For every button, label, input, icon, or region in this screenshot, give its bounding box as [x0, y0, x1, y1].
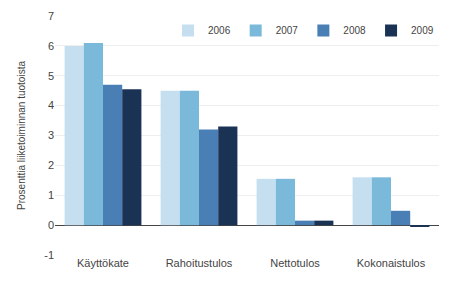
svg-text:2006: 2006 — [208, 25, 231, 36]
svg-text:5: 5 — [48, 70, 54, 82]
svg-text:2007: 2007 — [276, 25, 299, 36]
svg-text:-1: -1 — [44, 249, 54, 261]
svg-text:2009: 2009 — [411, 25, 434, 36]
svg-text:7: 7 — [48, 10, 54, 22]
svg-text:4: 4 — [48, 99, 54, 111]
svg-text:2: 2 — [48, 159, 54, 171]
svg-text:Käyttökate: Käyttökate — [77, 257, 129, 269]
svg-text:6: 6 — [48, 40, 54, 52]
svg-text:1: 1 — [48, 189, 54, 201]
svg-text:2008: 2008 — [343, 25, 366, 36]
svg-text:Rahoitustulos: Rahoitustulos — [166, 257, 233, 269]
svg-text:0: 0 — [48, 219, 54, 231]
svg-text:Nettotulos: Nettotulos — [270, 257, 320, 269]
svg-text:Kokonaistulos: Kokonaistulos — [357, 257, 426, 269]
svg-text:3: 3 — [48, 129, 54, 141]
svg-text:Prosenttia liiketoiminnan tuot: Prosenttia liiketoiminnan tuotoista — [16, 61, 27, 210]
